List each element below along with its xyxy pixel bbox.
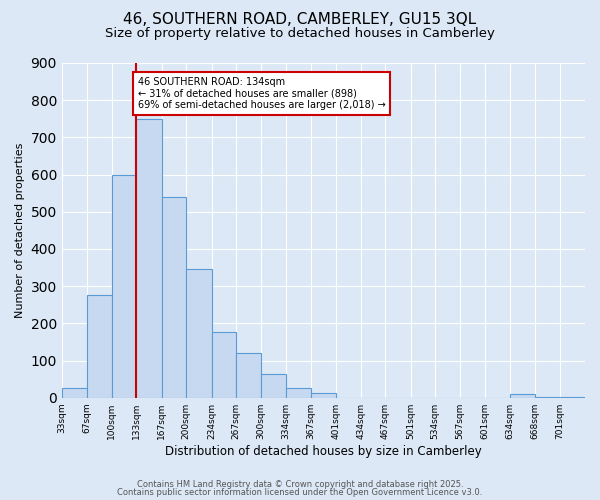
- Bar: [212, 332, 236, 398]
- Bar: [136, 119, 161, 398]
- X-axis label: Distribution of detached houses by size in Camberley: Distribution of detached houses by size …: [165, 444, 482, 458]
- Bar: [112, 174, 136, 398]
- Bar: [161, 197, 186, 398]
- Text: Size of property relative to detached houses in Camberley: Size of property relative to detached ho…: [105, 28, 495, 40]
- Y-axis label: Number of detached properties: Number of detached properties: [15, 142, 25, 318]
- Text: Contains public sector information licensed under the Open Government Licence v3: Contains public sector information licen…: [118, 488, 482, 497]
- Bar: [510, 394, 535, 398]
- Bar: [236, 353, 261, 398]
- Bar: [311, 393, 336, 398]
- Bar: [62, 388, 87, 398]
- Bar: [560, 397, 585, 398]
- Text: 46 SOUTHERN ROAD: 134sqm
← 31% of detached houses are smaller (898)
69% of semi-: 46 SOUTHERN ROAD: 134sqm ← 31% of detach…: [138, 77, 386, 110]
- Text: 46, SOUTHERN ROAD, CAMBERLEY, GU15 3QL: 46, SOUTHERN ROAD, CAMBERLEY, GU15 3QL: [124, 12, 476, 28]
- Bar: [286, 388, 311, 398]
- Text: Contains HM Land Registry data © Crown copyright and database right 2025.: Contains HM Land Registry data © Crown c…: [137, 480, 463, 489]
- Bar: [535, 396, 560, 398]
- Bar: [87, 296, 112, 398]
- Bar: [186, 270, 212, 398]
- Bar: [261, 374, 286, 398]
